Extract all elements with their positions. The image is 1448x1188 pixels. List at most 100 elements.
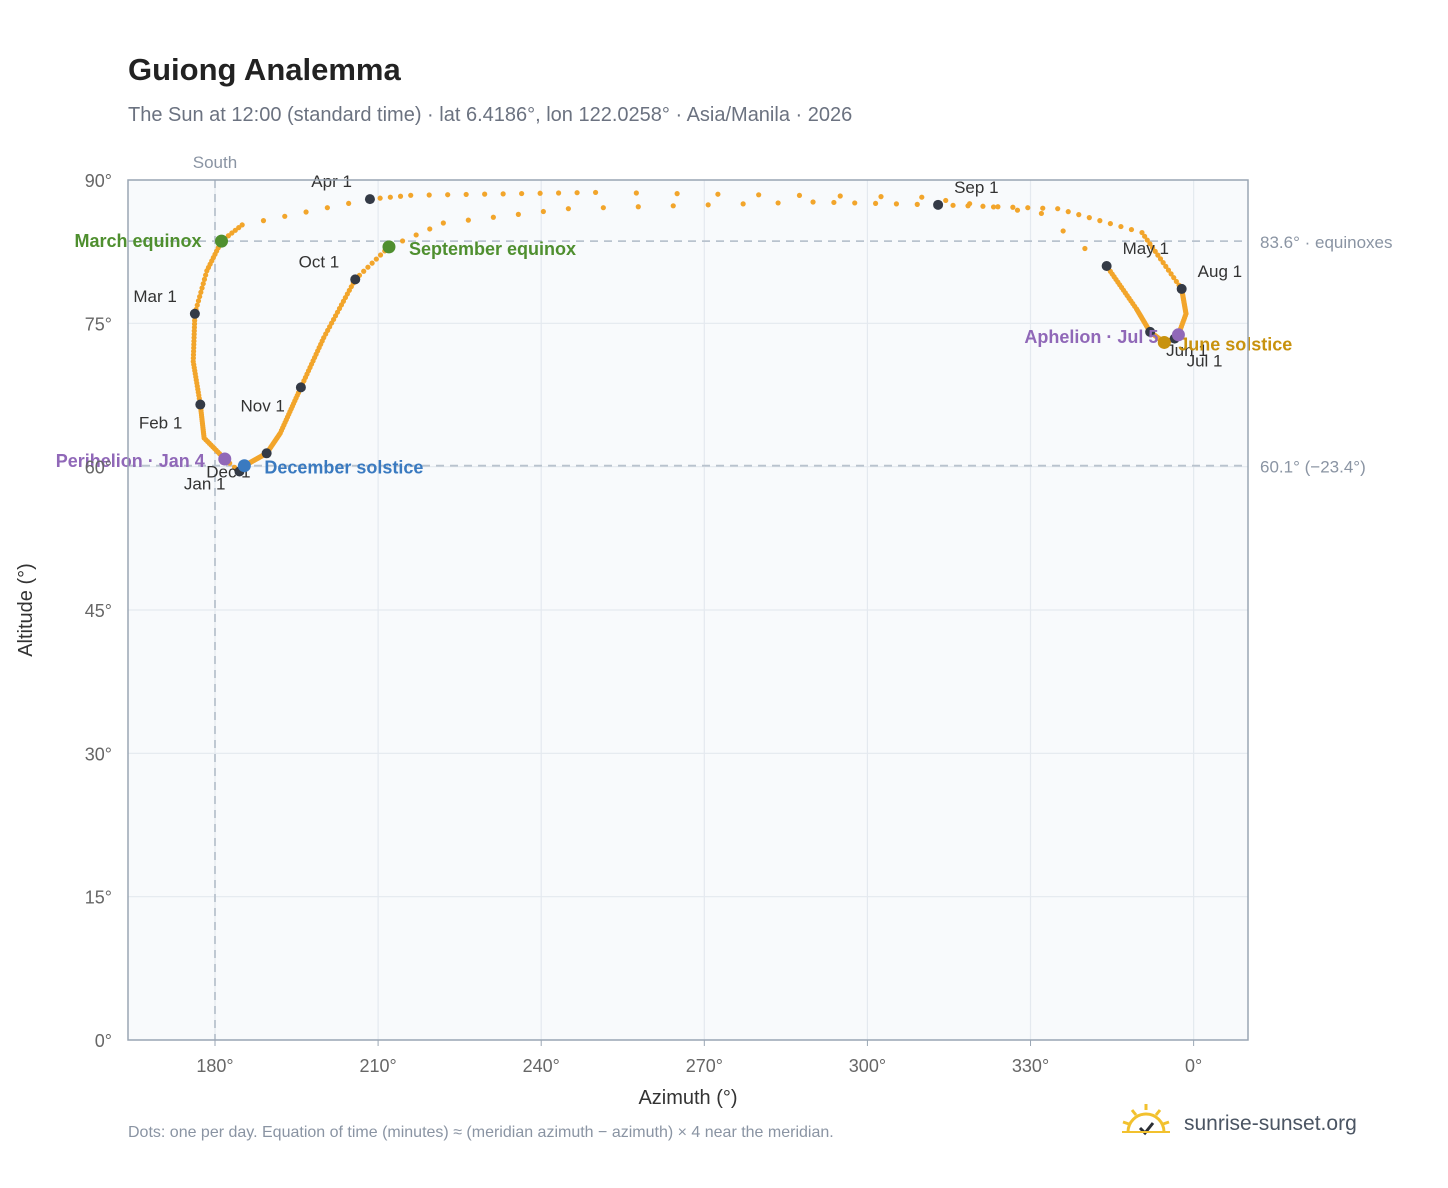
month-label: Jun 1 <box>1166 341 1208 360</box>
day-dot <box>537 190 543 196</box>
day-dot <box>1163 263 1169 269</box>
meridian: South <box>193 153 237 1040</box>
day-dot <box>377 195 383 201</box>
day-dot <box>440 220 446 226</box>
day-dot <box>399 238 406 244</box>
day-dot <box>198 289 204 295</box>
day-dot <box>203 272 209 278</box>
day-dot <box>810 199 816 205</box>
day-dot <box>346 200 352 207</box>
day-dot <box>260 218 267 224</box>
day-dot <box>670 203 676 209</box>
day-dot <box>872 200 879 207</box>
day-dot <box>1014 207 1021 213</box>
day-dot <box>195 298 202 304</box>
day-dot <box>574 190 580 196</box>
event-label: Aphelion · Jul 5 <box>1024 327 1158 347</box>
day-dot <box>995 204 1001 210</box>
day-dot <box>515 211 521 217</box>
day-dot <box>1152 248 1158 254</box>
x-tick-label: 0° <box>1185 1056 1202 1076</box>
event-marker <box>237 459 251 473</box>
event-label: September equinox <box>409 239 576 259</box>
day-dot <box>1149 244 1156 251</box>
day-dot <box>1139 229 1145 236</box>
y-tick-label: 45° <box>85 601 112 621</box>
brand-link[interactable]: sunrise-sunset.org <box>1120 1102 1357 1146</box>
footnote: Dots: one per day. Equation of time (min… <box>128 1124 834 1141</box>
y-tick-label: 90° <box>85 171 112 191</box>
day-dot <box>556 190 562 196</box>
day-dot <box>1118 223 1124 230</box>
day-dot <box>1065 209 1071 215</box>
day-dot <box>377 252 384 258</box>
page-subtitle: The Sun at 12:00 (standard time) · lat 6… <box>128 104 853 126</box>
day-dot <box>540 208 546 215</box>
x-tick-label: 270° <box>686 1056 723 1076</box>
month-label: Sep 1 <box>954 178 998 197</box>
day-dot <box>239 222 245 228</box>
day-dot <box>408 192 414 198</box>
month-marker <box>364 194 375 205</box>
day-dot <box>426 192 432 198</box>
y-axis-ticks: 0° 15° 30° 45° 60° 75° 90° <box>85 171 112 1051</box>
month-label: Oct 1 <box>299 252 340 271</box>
month-marker <box>1145 326 1156 337</box>
day-dot <box>852 200 858 206</box>
day-dot <box>565 206 571 212</box>
day-dot <box>324 205 330 211</box>
day-dot <box>1155 252 1161 258</box>
day-dot <box>303 209 309 215</box>
month-label: Apr 1 <box>311 172 352 191</box>
day-dot <box>796 192 803 199</box>
day-dot <box>1038 210 1044 217</box>
x-axis-title: Azimuth (°) <box>638 1087 737 1109</box>
x-tick-label: 240° <box>523 1056 560 1076</box>
day-dot <box>715 191 721 197</box>
month-marker <box>261 448 272 459</box>
x-tick-label: 330° <box>1012 1056 1049 1076</box>
day-dot <box>878 194 884 200</box>
event-label: Perihelion · Jan 4 <box>56 451 205 471</box>
day-dot <box>1168 271 1174 277</box>
event-marker <box>1171 328 1185 342</box>
event-label: June solstice <box>1178 334 1292 354</box>
day-dot <box>1076 212 1082 218</box>
day-dot <box>194 302 200 308</box>
event-label: December solstice <box>264 458 423 478</box>
day-dot <box>197 293 203 300</box>
day-dot <box>1060 228 1066 234</box>
month-marker <box>1101 261 1112 271</box>
month-marker <box>1176 283 1187 294</box>
day-dot <box>740 201 746 207</box>
day-dot <box>1165 267 1172 273</box>
day-dot <box>387 194 393 200</box>
month-marker <box>350 274 361 285</box>
x-axis-ticks: 180° 210° 240° 270° 300° 330° 0° <box>196 1040 1202 1076</box>
day-dot <box>465 217 471 223</box>
month-marker <box>195 399 206 410</box>
plot-frame <box>127 179 1249 1041</box>
month-marker <box>933 199 944 210</box>
day-dot <box>445 192 451 198</box>
day-dot <box>413 232 419 238</box>
day-dot <box>674 191 680 197</box>
sun-logo-icon <box>1120 1102 1172 1147</box>
day-dot <box>1173 278 1179 285</box>
month-label: Aug 1 <box>1198 262 1242 281</box>
reference-line-label: 83.6° · equinoxes <box>1260 233 1393 252</box>
month-marker <box>189 308 200 319</box>
day-dot <box>1040 205 1046 211</box>
day-dot <box>1086 215 1092 221</box>
day-dot <box>482 191 488 197</box>
day-dot <box>1097 218 1103 224</box>
day-dot <box>893 201 900 207</box>
day-dot <box>914 201 920 207</box>
y-axis-title: Altitude (°) <box>15 563 37 657</box>
day-dot <box>990 204 997 210</box>
x-tick-label: 180° <box>196 1056 233 1076</box>
month-label: Jan 1 <box>184 474 226 493</box>
day-dot <box>427 226 433 232</box>
day-dot <box>361 268 367 274</box>
